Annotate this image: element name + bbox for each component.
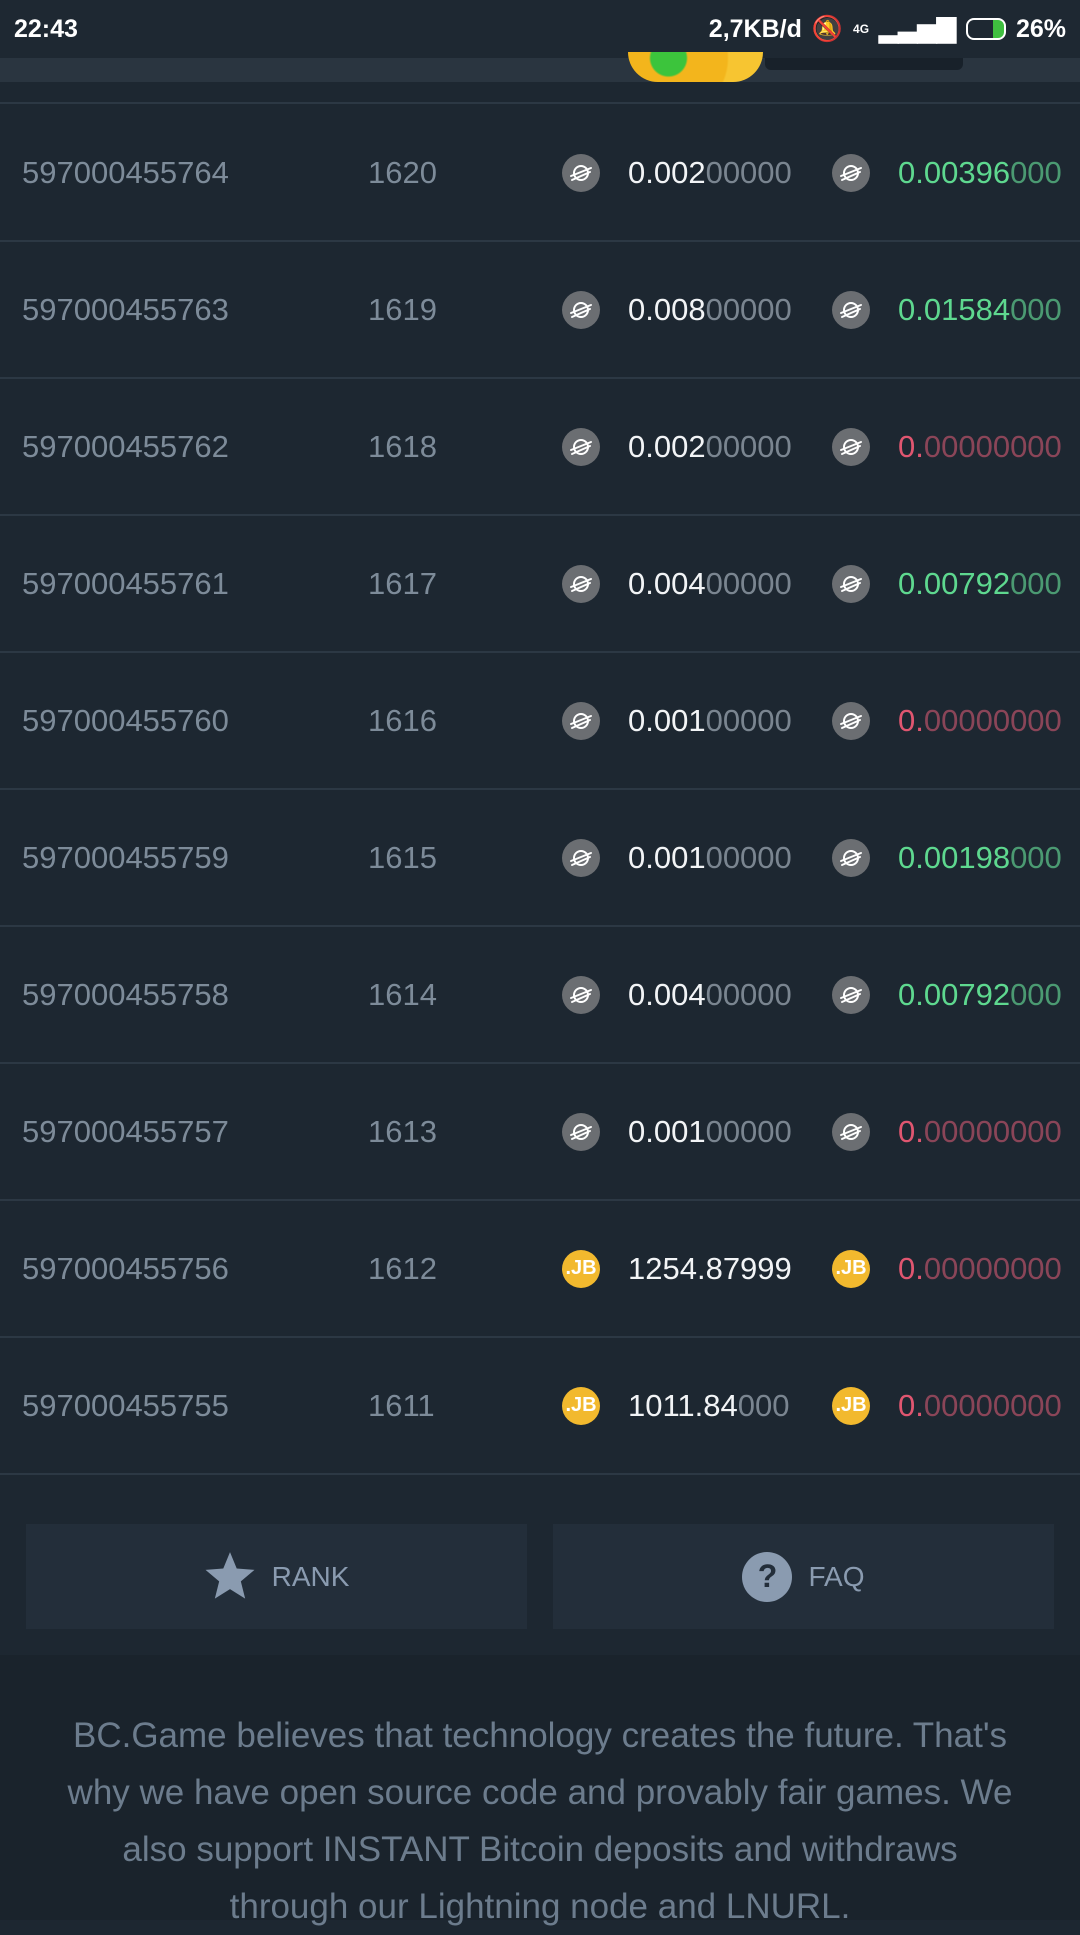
tabs-box bbox=[765, 58, 963, 70]
game-number: 1612 bbox=[368, 1250, 437, 1286]
table-row[interactable]: 597000455755 1611 .JB 1011.84000 .JB 0.0… bbox=[0, 1337, 1080, 1474]
game-number: 1615 bbox=[368, 839, 437, 875]
table-row[interactable]: 597000455759 1615 0.00100000 0.00198000 bbox=[0, 789, 1080, 926]
bet-amount: 0.00200000 bbox=[628, 154, 792, 190]
xlm-coin-icon bbox=[562, 153, 600, 192]
payout-amount: 0.00198000 bbox=[898, 839, 1062, 875]
xlm-coin-icon bbox=[562, 1112, 600, 1151]
signal-icon: ▂▃▅▇ bbox=[879, 15, 956, 43]
xlm-coin-icon bbox=[562, 290, 600, 329]
row-divider bbox=[0, 377, 1080, 379]
game-number: 1611 bbox=[368, 1387, 435, 1423]
game-number: 1618 bbox=[368, 428, 437, 464]
table-row[interactable]: 597000455757 1613 0.00100000 0.00000000 bbox=[0, 1063, 1080, 1200]
table-row[interactable]: 597000455758 1614 0.00400000 0.00792000 bbox=[0, 926, 1080, 1063]
bet-amount: 1011.84000 bbox=[628, 1387, 790, 1423]
xlm-coin-icon bbox=[832, 701, 870, 740]
row-divider bbox=[0, 1062, 1080, 1064]
xlm-coin-icon bbox=[562, 701, 600, 740]
payout-amount: 0.00000000 bbox=[898, 1113, 1062, 1149]
bet-id[interactable]: 597000455764 bbox=[22, 154, 229, 190]
network-speed: 2,7KB/d bbox=[708, 14, 802, 43]
row-divider bbox=[0, 102, 1080, 104]
game-number: 1613 bbox=[368, 1113, 437, 1149]
payout-amount: 0.00792000 bbox=[898, 976, 1062, 1012]
bet-amount: 0.00400000 bbox=[628, 565, 792, 601]
row-divider bbox=[0, 651, 1080, 653]
payout-amount: 0.01584000 bbox=[898, 291, 1062, 327]
bet-id[interactable]: 597000455761 bbox=[22, 565, 229, 601]
bet-amount: 0.00400000 bbox=[628, 976, 792, 1012]
payout-amount: 0.00000000 bbox=[898, 1387, 1062, 1423]
jb-coin-icon: .JB bbox=[832, 1386, 870, 1425]
game-number: 1616 bbox=[368, 702, 437, 738]
question-icon: ? bbox=[742, 1551, 793, 1602]
game-number: 1620 bbox=[368, 154, 437, 190]
bet-id[interactable]: 597000455762 bbox=[22, 428, 229, 464]
bet-id[interactable]: 597000455757 bbox=[22, 1113, 229, 1149]
bet-id[interactable]: 597000455763 bbox=[22, 291, 229, 327]
payout-amount: 0.00396000 bbox=[898, 154, 1062, 190]
battery-icon bbox=[965, 18, 1006, 40]
bet-amount: 0.00200000 bbox=[628, 428, 792, 464]
row-divider bbox=[0, 788, 1080, 790]
bet-amount: 0.00100000 bbox=[628, 839, 792, 875]
table-row[interactable]: 597000455760 1616 0.00100000 0.00000000 bbox=[0, 652, 1080, 789]
jb-coin-icon: .JB bbox=[832, 1249, 870, 1288]
footer-text: BC.Game believes that technology creates… bbox=[67, 1716, 1013, 1926]
row-divider bbox=[0, 1336, 1080, 1338]
battery-level: 26% bbox=[1015, 14, 1066, 43]
bet-id[interactable]: 597000455760 bbox=[22, 702, 229, 738]
table-row[interactable]: 597000455761 1617 0.00400000 0.00792000 bbox=[0, 515, 1080, 652]
game-number: 1619 bbox=[368, 291, 437, 327]
bell-muted-icon: 🔕 bbox=[811, 14, 844, 43]
bet-amount: 0.00800000 bbox=[628, 291, 792, 327]
xlm-coin-icon bbox=[562, 838, 600, 877]
row-divider bbox=[0, 925, 1080, 927]
star-icon bbox=[205, 1551, 255, 1599]
footer: BC.Game believes that technology creates… bbox=[0, 1655, 1080, 1926]
coins-illustration bbox=[628, 52, 763, 82]
game-number: 1617 bbox=[368, 565, 437, 601]
row-divider bbox=[0, 1473, 1080, 1475]
table-row[interactable]: 597000455764 1620 0.00200000 0.00396000 bbox=[0, 104, 1080, 241]
bet-id[interactable]: 597000455755 bbox=[22, 1387, 229, 1423]
bet-amount: 0.00100000 bbox=[628, 1113, 792, 1149]
jb-coin-icon: .JB bbox=[562, 1249, 600, 1288]
xlm-coin-icon bbox=[832, 564, 870, 603]
bet-id[interactable]: 597000455758 bbox=[22, 976, 229, 1012]
game-number: 1614 bbox=[368, 976, 437, 1012]
xlm-coin-icon bbox=[832, 290, 870, 329]
payout-amount: 0.00000000 bbox=[898, 1250, 1062, 1286]
rank-button[interactable]: RANK bbox=[26, 1524, 527, 1629]
xlm-coin-icon bbox=[832, 838, 870, 877]
xlm-coin-icon bbox=[832, 427, 870, 466]
faq-label: FAQ bbox=[808, 1560, 865, 1592]
table-row[interactable]: 597000455762 1618 0.00200000 0.00000000 bbox=[0, 378, 1080, 515]
xlm-coin-icon bbox=[832, 153, 870, 192]
status-bar: 22:43 2,7KB/d 🔕 4G ▂▃▅▇ 26% bbox=[0, 0, 1080, 58]
bet-id[interactable]: 597000455756 bbox=[22, 1250, 229, 1286]
faq-button[interactable]: ? FAQ bbox=[553, 1524, 1054, 1629]
row-divider bbox=[0, 1199, 1080, 1201]
xlm-coin-icon bbox=[562, 564, 600, 603]
xlm-coin-icon bbox=[832, 975, 870, 1014]
table-row[interactable]: 597000455756 1612 .JB 1254.87999 .JB 0.0… bbox=[0, 1200, 1080, 1337]
xlm-coin-icon bbox=[562, 975, 600, 1014]
table-row[interactable]: 597000455763 1619 0.00800000 0.01584000 bbox=[0, 241, 1080, 378]
jb-coin-icon: .JB bbox=[562, 1386, 600, 1425]
network-type: 4G bbox=[853, 22, 870, 36]
payout-amount: 0.00000000 bbox=[898, 702, 1062, 738]
xlm-coin-icon bbox=[562, 427, 600, 466]
bet-id[interactable]: 597000455759 bbox=[22, 839, 229, 875]
rank-label: RANK bbox=[271, 1560, 350, 1592]
bet-amount: 1254.87999 bbox=[628, 1250, 792, 1286]
payout-amount: 0.00792000 bbox=[898, 565, 1062, 601]
xlm-coin-icon bbox=[832, 1112, 870, 1151]
clock: 22:43 bbox=[14, 14, 78, 43]
bet-amount: 0.00100000 bbox=[628, 702, 792, 738]
payout-amount: 0.00000000 bbox=[898, 428, 1062, 464]
row-divider bbox=[0, 240, 1080, 242]
row-divider bbox=[0, 514, 1080, 516]
